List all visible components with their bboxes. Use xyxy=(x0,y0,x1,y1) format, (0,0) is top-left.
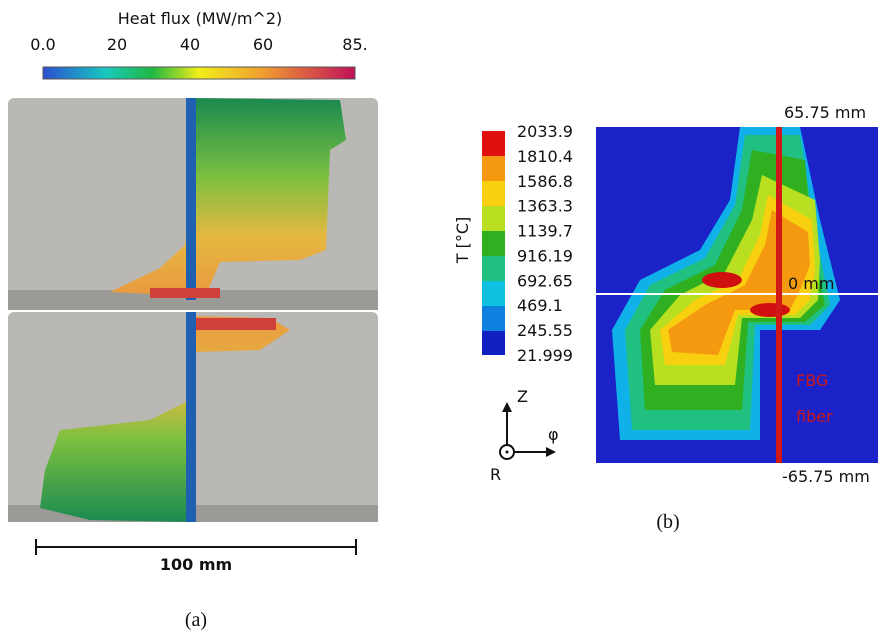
colorbar-tick: 40 xyxy=(180,35,200,54)
colorbar-tick: 1586.8 xyxy=(517,172,573,191)
colorbar-tick: 21.999 xyxy=(517,346,573,365)
axis-label: Z xyxy=(517,387,528,406)
heat-flux-edge xyxy=(186,312,196,522)
colorbar-tick: 692.65 xyxy=(517,271,573,290)
contour-peak xyxy=(750,303,790,317)
colorbar-title: Heat flux (MW/m^2) xyxy=(118,9,282,28)
colorbar-tick: 1363.3 xyxy=(517,197,573,216)
colorbar-tick: 245.55 xyxy=(517,321,573,340)
figure: Heat flux (MW/m^2) 0.0 20 40 60 85. 100 … xyxy=(0,0,879,633)
colorbar-tick: 1139.7 xyxy=(517,222,573,241)
colorbar-tick: 60 xyxy=(253,35,273,54)
colorbar-tick: 0.0 xyxy=(30,35,55,54)
heat-flux-peak xyxy=(196,318,276,330)
heat-flux-peak xyxy=(150,288,220,298)
axis-arrow xyxy=(546,447,556,457)
position-label: -65.75 mm xyxy=(782,467,870,486)
colorbar-tick: 916.19 xyxy=(517,246,573,265)
colorbar xyxy=(482,131,505,355)
colorbar-tick: 469.1 xyxy=(517,296,563,315)
colorbar xyxy=(43,67,355,79)
fiber-label: FBG xyxy=(796,371,828,390)
colorbar-title: T [°C] xyxy=(453,217,472,265)
position-label: 65.75 mm xyxy=(784,103,866,122)
colorbar-tick: 20 xyxy=(107,35,127,54)
position-label: 0 mm xyxy=(788,274,834,293)
axis-label: R xyxy=(490,465,501,484)
caption: (b) xyxy=(656,511,679,533)
scale-bar-label: 100 mm xyxy=(160,555,232,574)
heat-flux-edge xyxy=(186,98,196,300)
axis-arrow xyxy=(502,402,512,412)
colorbar-tick: 1810.4 xyxy=(517,147,573,166)
colorbar-tick: 85. xyxy=(342,35,367,54)
caption: (a) xyxy=(185,609,207,631)
axis-label: φ xyxy=(548,425,559,444)
axis-origin xyxy=(506,451,509,454)
contour-peak xyxy=(702,272,742,288)
fiber-label: fiber xyxy=(796,407,833,426)
colorbar-tick: 2033.9 xyxy=(517,122,573,141)
